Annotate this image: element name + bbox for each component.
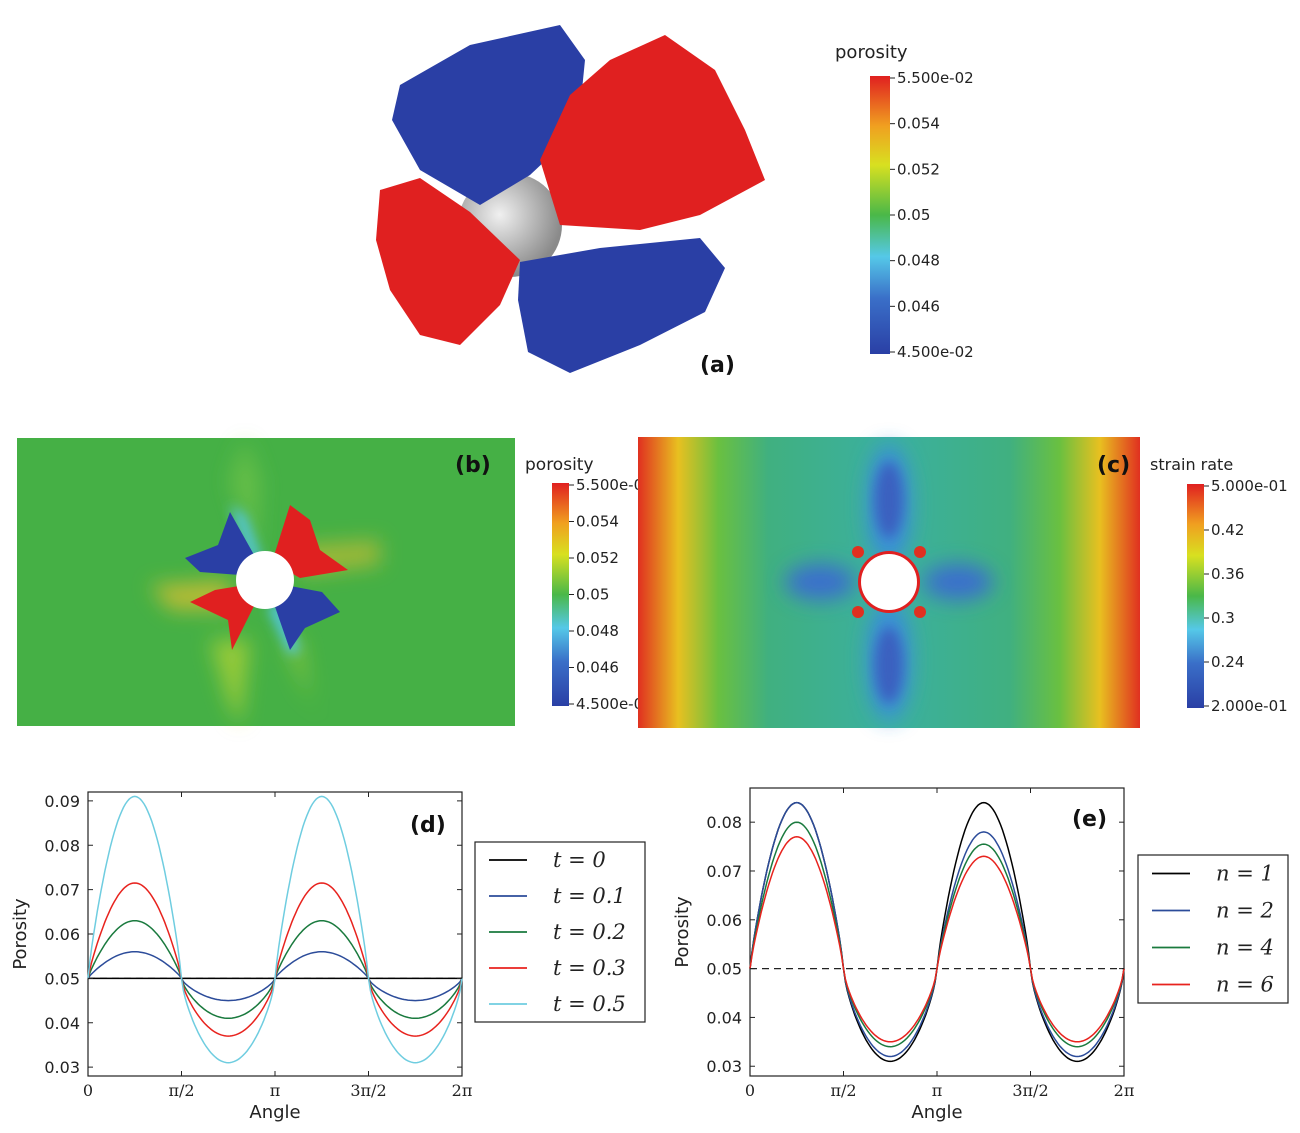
x-tick-label: π bbox=[932, 1081, 943, 1100]
y-tick-label: 0.06 bbox=[44, 925, 80, 944]
legend-label: t = 0.5 bbox=[553, 992, 626, 1016]
colorbar-a-title: porosity bbox=[835, 42, 908, 63]
y-tick-label: 0.05 bbox=[44, 969, 80, 988]
series-line bbox=[87, 882, 463, 1037]
series-line bbox=[749, 801, 1125, 1058]
colorbar-a-gradient bbox=[870, 76, 890, 354]
colorbar-tick-label: 2.000e-01 bbox=[1211, 697, 1288, 715]
colorbar-tick-label: 0.046 bbox=[897, 297, 940, 315]
legend-label: n = 1 bbox=[1216, 862, 1274, 886]
lobe-blue-bottom bbox=[518, 238, 725, 373]
colorbar-b-title: porosity bbox=[525, 455, 594, 475]
colorbar-tick-label: 0.048 bbox=[576, 622, 619, 640]
colorbar-tick-label: 0.3 bbox=[1211, 609, 1235, 627]
colorbar-tick-label: 5.500e-02 bbox=[576, 476, 653, 494]
legend-label: t = 0.3 bbox=[553, 956, 626, 980]
plot-d: 0 π/2 π 3π/2 2π 0.03 0.04 0.05 0.06 0.07 0.08 0.09 A… bbox=[10, 791, 646, 1123]
panel-c-map: (c) bbox=[638, 437, 1140, 728]
colorbar-tick-label: 0.24 bbox=[1211, 653, 1244, 671]
y-tick-label: 0.07 bbox=[706, 862, 742, 881]
colorbar-tick-label: 0.052 bbox=[576, 549, 619, 567]
colorbar-tick-label: 0.42 bbox=[1211, 521, 1244, 539]
series-line bbox=[749, 836, 1125, 1043]
lobe-red-left bbox=[376, 178, 520, 345]
colorbar-b: porosity 5.500e-02 0.054 0.052 0.05 0.048 0.0… bbox=[525, 455, 653, 713]
y-tick-label: 0.05 bbox=[706, 960, 742, 979]
legend-label: n = 4 bbox=[1216, 936, 1274, 960]
x-tick-label: 2π bbox=[1114, 1081, 1135, 1100]
legend-box bbox=[1137, 854, 1289, 1004]
colorbar-tick-label: 0.052 bbox=[897, 160, 940, 178]
panel-a-label: (a) bbox=[700, 353, 735, 378]
colorbar-tick-label: 0.048 bbox=[897, 252, 940, 270]
legend-label: t = 0.1 bbox=[553, 884, 626, 908]
legend-label: t = 0 bbox=[553, 848, 606, 872]
lobe-red-right bbox=[540, 35, 765, 230]
colorbar-c-title: strain rate bbox=[1150, 455, 1233, 474]
colorbar-tick-label: 5.500e-02 bbox=[897, 69, 974, 87]
b-red-ll bbox=[190, 585, 258, 650]
y-tick-label: 0.06 bbox=[706, 911, 742, 930]
colorbar-b-gradient bbox=[552, 483, 569, 706]
colorbar-tick-label: 0.05 bbox=[897, 206, 930, 224]
colorbar-c-gradient bbox=[1187, 484, 1204, 708]
series-line bbox=[87, 795, 463, 1064]
y-tick-label: 0.08 bbox=[44, 836, 80, 855]
plot-e: 0 π/2 π 3π/2 2π 0.03 0.04 0.05 0.06 0.07 0.08 Angle… bbox=[672, 787, 1289, 1123]
axes-frame bbox=[749, 787, 1125, 1077]
y-tick-label: 0.03 bbox=[44, 1058, 80, 1077]
series-line bbox=[87, 919, 463, 1020]
y-tick-label: 0.07 bbox=[44, 881, 80, 900]
y-tick-label: 0.09 bbox=[44, 792, 80, 811]
x-tick-label: π bbox=[270, 1081, 281, 1100]
legend-label: t = 0.2 bbox=[553, 920, 626, 944]
colorbar-tick-label: 0.046 bbox=[576, 659, 619, 677]
y-tick-label: 0.04 bbox=[44, 1014, 80, 1033]
colorbar-tick-label: 0.054 bbox=[576, 513, 619, 531]
legend-label: n = 2 bbox=[1216, 899, 1274, 923]
x-tick-label: 0 bbox=[83, 1081, 93, 1100]
x-axis-label: Angle bbox=[911, 1102, 962, 1123]
lobe-blue-top bbox=[392, 25, 585, 205]
series-line bbox=[749, 821, 1125, 1048]
panel-b-map: (b) bbox=[17, 438, 515, 726]
colorbar-tick-label: 0.054 bbox=[897, 115, 940, 133]
panel-e-label: (e) bbox=[1072, 807, 1107, 832]
colorbar-tick-label: 5.000e-01 bbox=[1211, 477, 1288, 495]
b-inclusion bbox=[236, 551, 294, 609]
colorbar-c: strain rate 5.000e-01 0.42 0.36 0.3 0.24 2.00… bbox=[1150, 455, 1288, 715]
x-axis-label: Angle bbox=[249, 1102, 300, 1123]
colorbar-tick-label: 4.500e-02 bbox=[897, 343, 974, 361]
x-tick-label: 2π bbox=[452, 1081, 473, 1100]
colorbar-a: porosity 5.500e-02 0.054 0.052 0.05 0.048 0.0… bbox=[835, 42, 974, 361]
b-red-ur bbox=[272, 505, 348, 578]
y-axis-label: Porosity bbox=[672, 896, 693, 968]
panel-b-label: (b) bbox=[455, 453, 491, 478]
colorbar-tick-label: 4.500e-02 bbox=[576, 695, 653, 713]
y-tick-label: 0.04 bbox=[706, 1008, 742, 1027]
x-tick-label: 3π/2 bbox=[1012, 1081, 1048, 1100]
panel-d-label: (d) bbox=[410, 813, 446, 838]
y-tick-label: 0.08 bbox=[706, 813, 742, 832]
x-tick-label: π/2 bbox=[830, 1081, 856, 1100]
x-tick-label: 3π/2 bbox=[350, 1081, 386, 1100]
colorbar-tick-label: 0.05 bbox=[576, 586, 609, 604]
y-axis-label: Porosity bbox=[10, 898, 31, 970]
c-inclusion bbox=[861, 554, 917, 610]
panel-c-label: (c) bbox=[1097, 453, 1130, 478]
legend-label: n = 6 bbox=[1216, 973, 1274, 997]
y-tick-label: 0.03 bbox=[706, 1057, 742, 1076]
colorbar-tick-label: 0.36 bbox=[1211, 565, 1244, 583]
panel-a-render: (a) bbox=[376, 25, 765, 378]
x-tick-label: π/2 bbox=[168, 1081, 194, 1100]
b-blue-lr bbox=[272, 585, 340, 650]
x-tick-label: 0 bbox=[745, 1081, 755, 1100]
b-blue-ul bbox=[185, 512, 258, 575]
